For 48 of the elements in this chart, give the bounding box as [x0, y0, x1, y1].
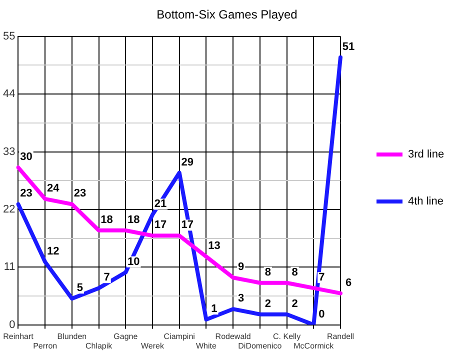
- y-tick-label: 0: [9, 318, 16, 331]
- data-label: 51: [342, 40, 355, 53]
- data-label: 17: [181, 219, 194, 232]
- x-tick-label: C. Kelly: [273, 332, 301, 341]
- data-label: 2: [292, 298, 298, 310]
- data-label: 7: [318, 272, 325, 284]
- y-tick-label: 22: [2, 203, 16, 216]
- data-label: 23: [74, 188, 86, 200]
- chart-title: Bottom-Six Games Played: [156, 8, 298, 22]
- y-tick-label: 44: [2, 88, 16, 100]
- x-tick-label: Chlapik: [85, 341, 114, 350]
- data-label: 9: [238, 261, 244, 274]
- data-label: 6: [345, 276, 352, 289]
- legend-label: 4th line: [408, 196, 444, 208]
- data-label: 18: [128, 214, 140, 226]
- data-label: 10: [128, 256, 140, 268]
- data-label: 29: [181, 156, 194, 168]
- data-label: 1: [211, 303, 218, 316]
- data-label: 30: [20, 151, 32, 164]
- data-label: 8: [292, 266, 298, 278]
- y-tick-label: 11: [4, 261, 16, 274]
- x-tick-label: Werek: [141, 341, 165, 350]
- data-label: 21: [154, 198, 167, 210]
- data-label: 18: [100, 214, 113, 226]
- data-label: 2: [264, 298, 271, 310]
- data-label: 24: [46, 182, 60, 194]
- data-label: 17: [154, 219, 167, 232]
- x-tick-label: Ciampini: [164, 332, 196, 341]
- x-tick-label: DiDomenico: [238, 341, 282, 350]
- legend-label: 3rd line: [408, 148, 444, 161]
- data-label: 12: [46, 245, 60, 258]
- data-label: 0: [318, 308, 325, 320]
- x-tick-label: Gagne: [114, 332, 138, 341]
- data-label: 23: [20, 188, 32, 200]
- x-tick-label: White: [196, 341, 217, 350]
- x-tick-label: Rodewald: [215, 332, 251, 341]
- data-label: 3: [238, 292, 244, 305]
- x-tick-label: Blunden: [57, 332, 87, 341]
- x-tick-label: Randell: [326, 332, 354, 341]
- x-tick-label: McCormick: [294, 341, 335, 350]
- y-tick-label: 55: [2, 30, 16, 42]
- x-tick-label: Reinhart: [3, 332, 34, 341]
- data-label: 7: [104, 272, 110, 284]
- data-label: 8: [264, 266, 271, 278]
- data-label: 5: [76, 282, 84, 294]
- x-tick-label: Perron: [33, 341, 58, 350]
- y-tick-label: 33: [2, 146, 16, 158]
- data-label: 13: [208, 240, 220, 252]
